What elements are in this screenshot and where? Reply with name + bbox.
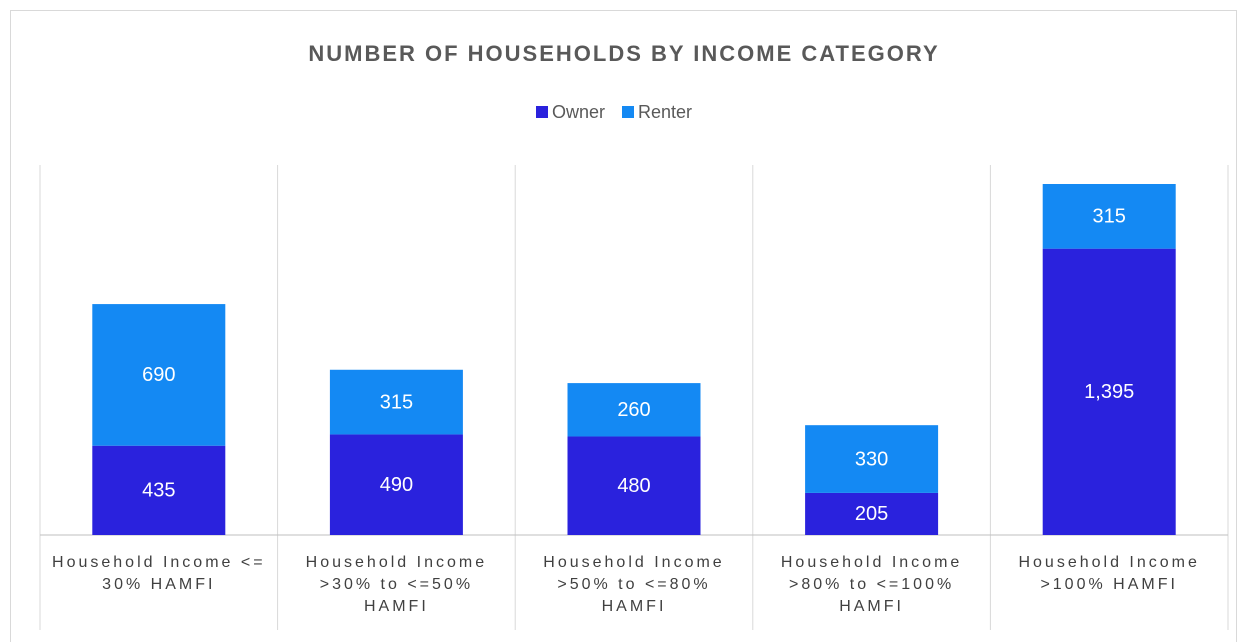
legend-label: Owner	[552, 102, 605, 122]
x-tick-label: Household Income <= 30% HAMFI	[52, 554, 266, 593]
data-label: 480	[617, 475, 650, 497]
bar-segment	[329, 434, 463, 535]
bar-segment	[1042, 248, 1176, 535]
bar-segment	[1042, 184, 1176, 249]
bar-segment	[805, 492, 939, 535]
data-label: 330	[855, 448, 888, 470]
bar-segment	[329, 369, 463, 435]
data-label: 205	[855, 503, 888, 525]
legend-label: Renter	[638, 102, 692, 122]
chart-title: NUMBER OF HOUSEHOLDS BY INCOME CATEGORY	[308, 41, 939, 66]
bar-segment	[805, 425, 939, 493]
x-tick-label: Household Income >50% to <=80% HAMFI	[543, 554, 725, 615]
data-label: 1,395	[1084, 381, 1134, 403]
data-label: 315	[1093, 206, 1126, 228]
legend-swatch	[536, 106, 548, 118]
data-label: 435	[142, 480, 175, 502]
bar-segment	[92, 445, 226, 535]
data-label: 315	[380, 391, 413, 413]
x-tick-label: Household Income >100% HAMFI	[1018, 554, 1200, 593]
data-label: 490	[380, 474, 413, 496]
bar-segment	[567, 383, 701, 437]
bar-segment	[567, 436, 701, 535]
data-label: 260	[617, 399, 650, 421]
x-tick-label: Household Income >30% to <=50% HAMFI	[305, 554, 488, 615]
data-label: 690	[142, 364, 175, 386]
x-tick-label: Household Income >80% to <=100% HAMFI	[780, 554, 963, 615]
bar-segment	[92, 304, 226, 446]
legend-swatch	[622, 106, 634, 118]
